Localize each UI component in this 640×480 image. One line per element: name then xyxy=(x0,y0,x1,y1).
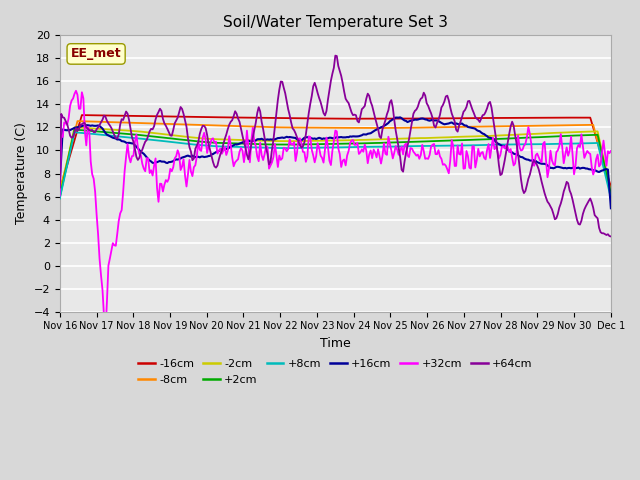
Title: Soil/Water Temperature Set 3: Soil/Water Temperature Set 3 xyxy=(223,15,448,30)
Text: EE_met: EE_met xyxy=(71,48,122,60)
X-axis label: Time: Time xyxy=(320,337,351,350)
Y-axis label: Temperature (C): Temperature (C) xyxy=(15,122,28,225)
Legend: -16cm, -8cm, -2cm, +2cm, +8cm, +16cm, +32cm, +64cm: -16cm, -8cm, -2cm, +2cm, +8cm, +16cm, +3… xyxy=(134,355,537,389)
